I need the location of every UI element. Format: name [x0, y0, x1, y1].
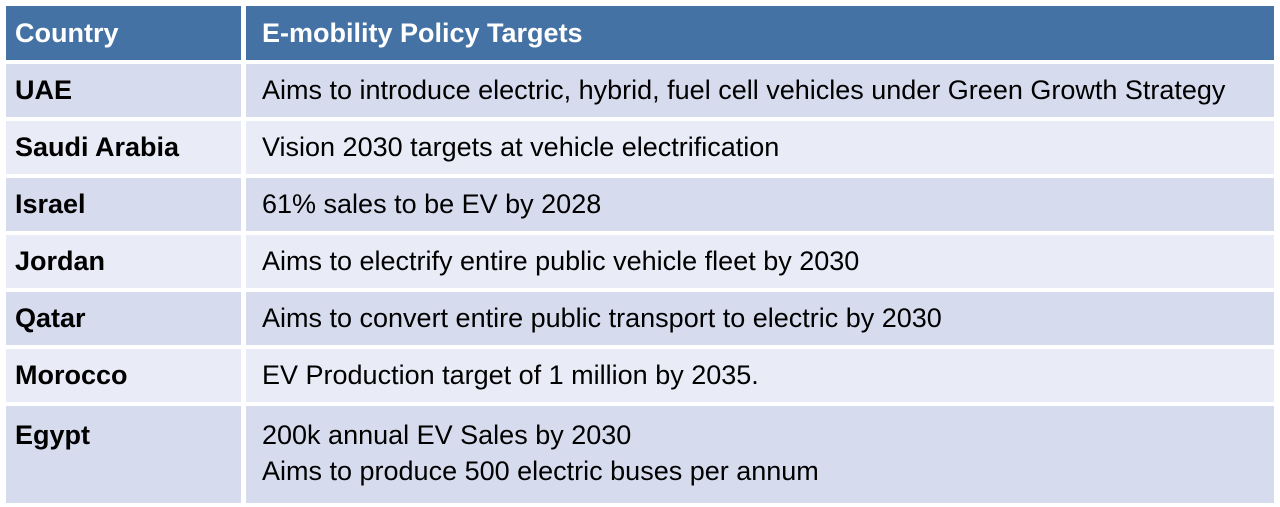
policy-target-text: Aims to produce 500 electric buses per a… [262, 456, 819, 486]
policy-target-cell: 61% sales to be EV by 2028 [246, 178, 1274, 235]
policy-target-cell: Aims to introduce electric, hybrid, fuel… [246, 64, 1274, 121]
policy-target-cell: EV Production target of 1 million by 203… [246, 349, 1274, 406]
header-policy-targets: E-mobility Policy Targets [246, 6, 1274, 64]
policy-target-text: Aims to introduce electric, hybrid, fuel… [262, 75, 1226, 105]
country-cell: Jordan [6, 235, 246, 292]
table-row: Jordan Aims to electrify entire public v… [6, 235, 1274, 292]
policy-target-text: EV Production target of 1 million by 203… [262, 360, 759, 390]
table-row: Saudi Arabia Vision 2030 targets at vehi… [6, 121, 1274, 178]
policy-target-cell: Aims to convert entire public transport … [246, 292, 1274, 349]
policy-target-text: Aims to convert entire public transport … [262, 303, 942, 333]
policy-target-text: 61% sales to be EV by 2028 [262, 189, 602, 219]
country-cell: UAE [6, 64, 246, 121]
table-row: Qatar Aims to convert entire public tran… [6, 292, 1274, 349]
policy-target-text: Vision 2030 targets at vehicle electrifi… [262, 132, 780, 162]
country-cell: Morocco [6, 349, 246, 406]
table-row: Israel 61% sales to be EV by 2028 [6, 178, 1274, 235]
table-row: UAE Aims to introduce electric, hybrid, … [6, 64, 1274, 121]
country-cell: Israel [6, 178, 246, 235]
policy-targets-table: Country E-mobility Policy Targets UAE Ai… [6, 6, 1274, 507]
policy-target-text: Aims to electrify entire public vehicle … [262, 246, 860, 276]
policy-target-cell: 200k annual EV Sales by 2030 Aims to pro… [246, 406, 1274, 507]
table-header-row: Country E-mobility Policy Targets [6, 6, 1274, 64]
policy-target-cell: Aims to electrify entire public vehicle … [246, 235, 1274, 292]
table-row: Morocco EV Production target of 1 millio… [6, 349, 1274, 406]
header-country: Country [6, 6, 246, 64]
policy-target-cell: Vision 2030 targets at vehicle electrifi… [246, 121, 1274, 178]
policy-target-text: 200k annual EV Sales by 2030 [262, 420, 632, 450]
country-cell: Qatar [6, 292, 246, 349]
country-cell: Egypt [6, 406, 246, 507]
table-row: Egypt 200k annual EV Sales by 2030 Aims … [6, 406, 1274, 507]
country-cell: Saudi Arabia [6, 121, 246, 178]
